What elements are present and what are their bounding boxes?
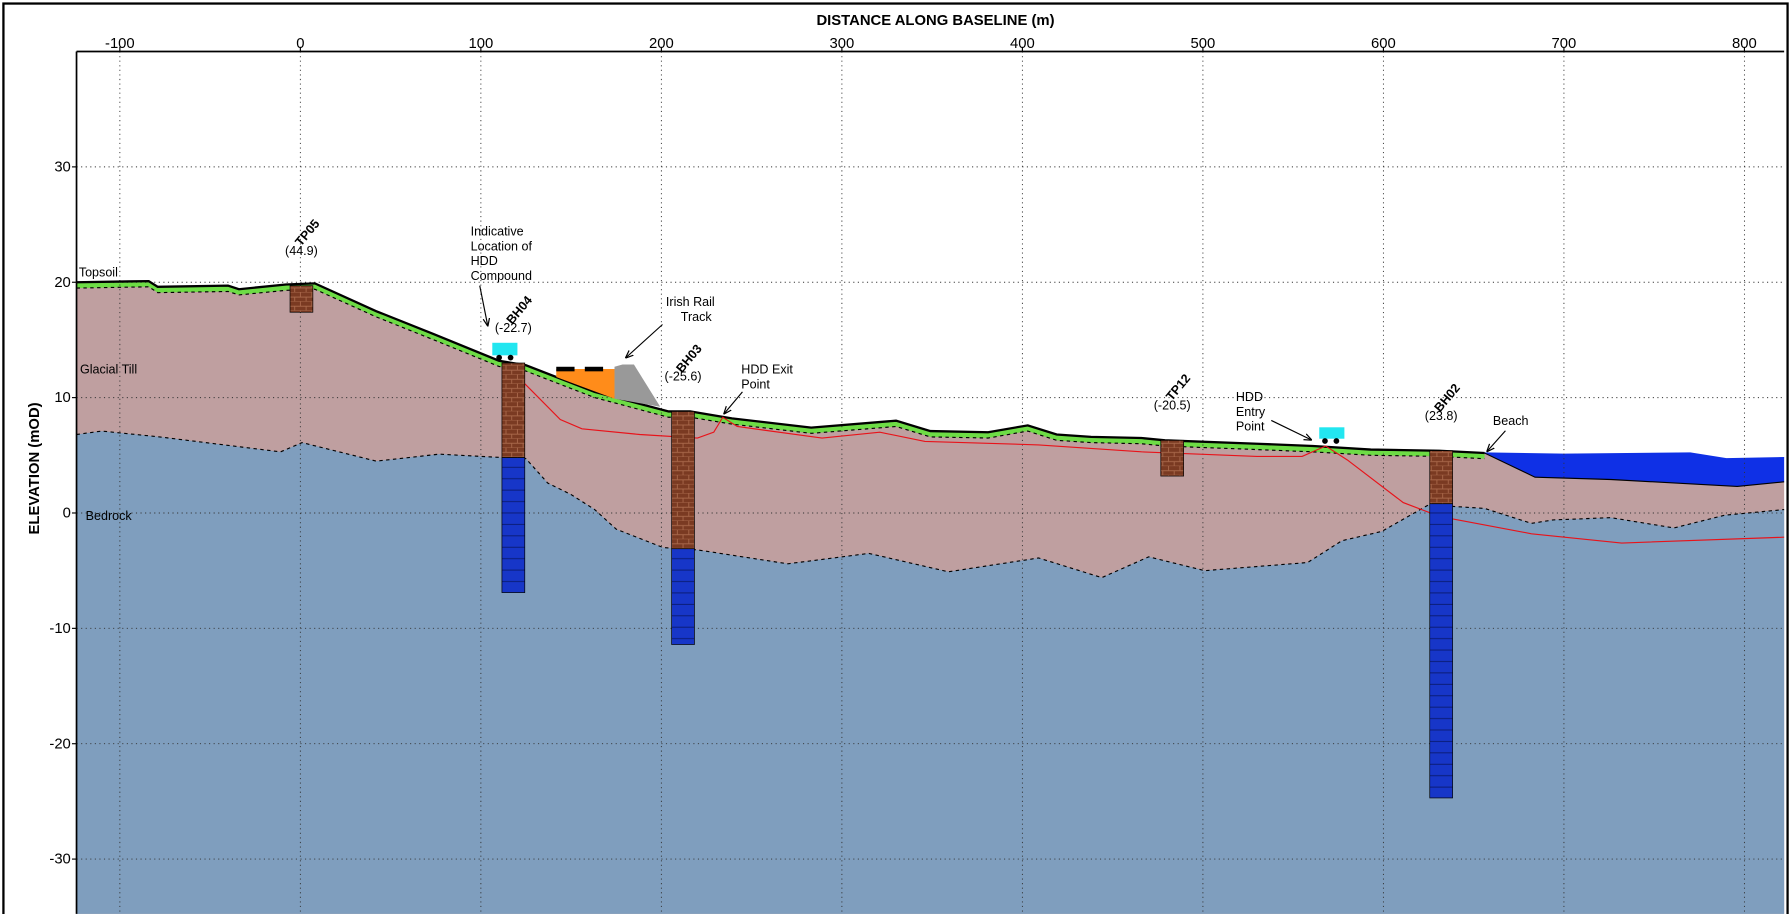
annotation-line: HDD — [1236, 390, 1263, 404]
y-tick-label: -20 — [49, 736, 70, 752]
borehole-soil — [1161, 440, 1184, 476]
y-tick-label: 10 — [54, 390, 71, 406]
borehole-rock — [672, 549, 695, 645]
x-tick-label: 100 — [468, 36, 493, 52]
cross-section-chart: Indicative Location of HDD Compound Iris… — [0, 0, 1791, 914]
x-tick-label: 700 — [1552, 36, 1577, 52]
borehole-soil — [502, 363, 525, 458]
borehole-soil — [290, 286, 313, 313]
rig-wheel — [496, 355, 502, 361]
y-tick-label: 30 — [54, 159, 71, 175]
layer-label: Topsoil — [79, 266, 118, 280]
borehole-rock — [502, 458, 525, 593]
annotation-line: HDD — [471, 254, 498, 268]
y-tick-label: -30 — [49, 852, 70, 868]
annotation: Beach — [1493, 414, 1529, 428]
hdd-rig — [1319, 427, 1344, 438]
borehole-note: (23.8) — [1425, 409, 1458, 423]
y-tick-label: -10 — [49, 621, 70, 637]
annotation-line: HDD Exit — [741, 363, 793, 377]
x-tick-label: 200 — [649, 36, 674, 52]
compound-dash — [585, 367, 603, 372]
annotation-line: Point — [741, 377, 770, 391]
compound-dash — [556, 367, 574, 372]
x-tick-label: 0 — [296, 36, 304, 52]
annotation-line: Irish Rail — [666, 295, 715, 309]
annotation-line: Entry — [1236, 405, 1266, 419]
rig-wheel — [1334, 438, 1340, 444]
x-tick-label: 400 — [1010, 36, 1035, 52]
y-axis-title: ELEVATION (mOD) — [27, 402, 43, 534]
hdd-rig — [492, 343, 517, 356]
layer-label: Bedrock — [86, 509, 133, 523]
rig-wheel — [508, 355, 514, 361]
annotation-line: Indicative — [471, 224, 524, 238]
annotation: HDD Entry Point — [1236, 390, 1269, 434]
layer-label: Glacial Till — [80, 363, 137, 377]
x-tick-label: 600 — [1371, 36, 1396, 52]
borehole-note: (-25.6) — [665, 370, 702, 384]
borehole-soil — [672, 411, 695, 548]
x-tick-label: -100 — [105, 36, 135, 52]
borehole-rock — [1430, 504, 1453, 798]
x-tick-label: 500 — [1191, 36, 1216, 52]
annotation-line: Point — [1236, 420, 1265, 434]
x-tick-label: 800 — [1732, 36, 1757, 52]
borehole-note: (44.9) — [285, 244, 318, 258]
annotation-line: Track — [681, 310, 713, 324]
y-tick-label: 0 — [63, 506, 71, 522]
y-tick-label: 20 — [54, 275, 71, 291]
borehole-note: (-22.7) — [495, 321, 532, 335]
rig-wheel — [1322, 438, 1328, 444]
annotation-line: Compound — [471, 269, 532, 283]
x-axis-title: DISTANCE ALONG BASELINE (m) — [816, 13, 1054, 29]
page: Indicative Location of HDD Compound Iris… — [0, 0, 1791, 914]
borehole-soil — [1430, 451, 1453, 504]
x-tick-label: 300 — [830, 36, 855, 52]
annotation-line: Location of — [471, 239, 533, 253]
borehole-note: (-20.5) — [1154, 398, 1191, 412]
